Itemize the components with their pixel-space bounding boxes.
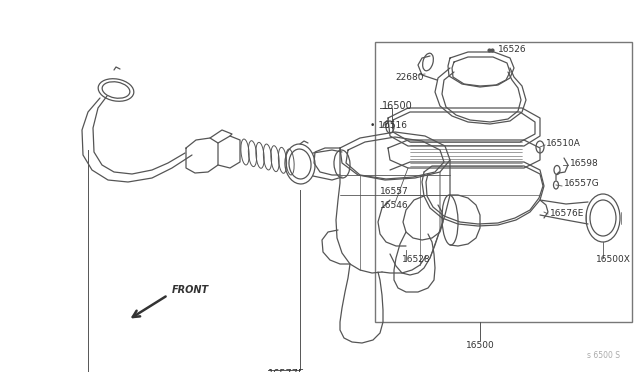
- Text: 16546: 16546: [380, 201, 408, 209]
- Text: 16500: 16500: [382, 101, 413, 111]
- Text: 16576E: 16576E: [550, 208, 584, 218]
- Text: 16510A: 16510A: [546, 138, 581, 148]
- Text: 16528: 16528: [402, 256, 431, 264]
- Text: 16526: 16526: [498, 45, 527, 55]
- Text: 16598: 16598: [570, 158, 599, 167]
- Text: 16500: 16500: [466, 340, 494, 350]
- Bar: [375, 42, 632, 322]
- Text: 16557: 16557: [380, 187, 409, 196]
- Text: • 16516: • 16516: [370, 122, 407, 131]
- Text: 16557G: 16557G: [564, 180, 600, 189]
- Text: 16577F: 16577F: [268, 369, 305, 372]
- Text: 16500X: 16500X: [596, 256, 631, 264]
- Text: s 6500 S: s 6500 S: [587, 351, 620, 360]
- Text: 22680: 22680: [395, 73, 424, 81]
- Text: FRONT: FRONT: [172, 285, 209, 295]
